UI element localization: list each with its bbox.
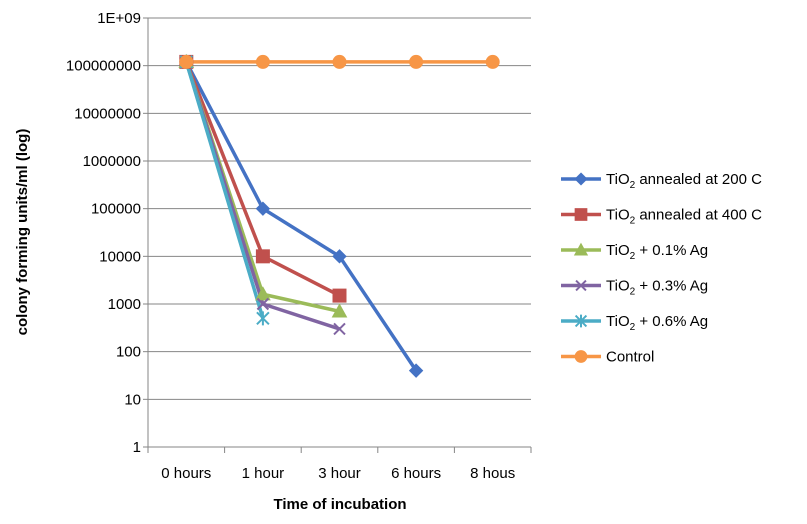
y-tick-label: 10000 — [99, 248, 141, 265]
legend-label: Control — [606, 349, 654, 366]
data-point — [331, 303, 348, 318]
legend-item: TiO2 + 0.6% Ag — [561, 313, 708, 333]
data-point — [255, 201, 271, 216]
x-tick-labels: 0 hours 1 hour 3 hour 6 hours 8 hous — [161, 465, 515, 482]
data-point — [408, 363, 424, 378]
legend-item: TiO2 + 0.1% Ag — [561, 242, 708, 262]
legend-marker — [574, 208, 588, 221]
y-tick-label: 100 — [116, 344, 141, 361]
legend-marker — [573, 242, 589, 256]
series-line — [184, 61, 418, 372]
y-tick-label: 1E+09 — [97, 10, 141, 27]
data-point — [409, 54, 424, 69]
legend-label: TiO2 + 0.1% Ag — [606, 242, 708, 262]
y-tick-label: 10000000 — [74, 105, 141, 122]
y-tick-label: 100000 — [91, 201, 141, 218]
legend-marker — [575, 279, 587, 292]
x-tick-label: 0 hours — [161, 465, 211, 482]
legend-label: TiO2 annealed at 200 C — [606, 171, 762, 191]
legend-marker — [574, 350, 588, 363]
data-point — [179, 54, 194, 69]
data-point — [332, 54, 347, 69]
y-tick-label: 1000000 — [83, 153, 141, 170]
y-tick-label: 1000 — [108, 296, 141, 313]
data-point — [332, 288, 347, 303]
data-point — [255, 286, 271, 301]
y-tick-labels: 1 10 100 1000 10000 100000 1000000 10000000 1000… — [66, 10, 141, 456]
plot-area: 1 10 100 1000 10000 100000 1000000 10000000 1000… — [66, 10, 532, 482]
series-markers — [178, 53, 500, 378]
data-point — [255, 54, 270, 69]
data-point — [256, 311, 270, 326]
x-axis-title: Time of incubation — [273, 496, 406, 513]
data-point — [256, 297, 270, 311]
legend-item: Control — [561, 349, 654, 366]
legend-marker — [574, 172, 588, 186]
legend-item: TiO2 annealed at 400 C — [561, 207, 762, 227]
legend-label: TiO2 annealed at 400 C — [606, 207, 762, 227]
legend-label: TiO2 + 0.3% Ag — [606, 278, 708, 298]
x-tick-label: 3 hour — [318, 465, 361, 482]
x-tick-label: 8 hous — [470, 465, 515, 482]
data-point — [485, 54, 500, 69]
x-tick-label: 6 hours — [391, 465, 441, 482]
data-point — [255, 249, 270, 264]
legend-item: TiO2 annealed at 200 C — [561, 171, 762, 191]
legend-label: TiO2 + 0.6% Ag — [606, 313, 708, 333]
y-tick-label: 10 — [124, 391, 141, 408]
axes — [143, 17, 532, 453]
data-point — [333, 322, 346, 336]
y-axis-title: colony forming units/ml (log) — [14, 129, 31, 336]
data-point — [332, 249, 347, 264]
y-tick-label: 1 — [133, 439, 141, 456]
x-tick-label: 1 hour — [242, 465, 285, 482]
series-line — [184, 61, 265, 319]
legend: TiO2 annealed at 200 C TiO2 annealed at 4… — [561, 171, 762, 366]
legend-item: TiO2 + 0.3% Ag — [561, 278, 708, 298]
y-tick-label: 100000000 — [66, 58, 141, 75]
legend-marker — [574, 314, 588, 328]
